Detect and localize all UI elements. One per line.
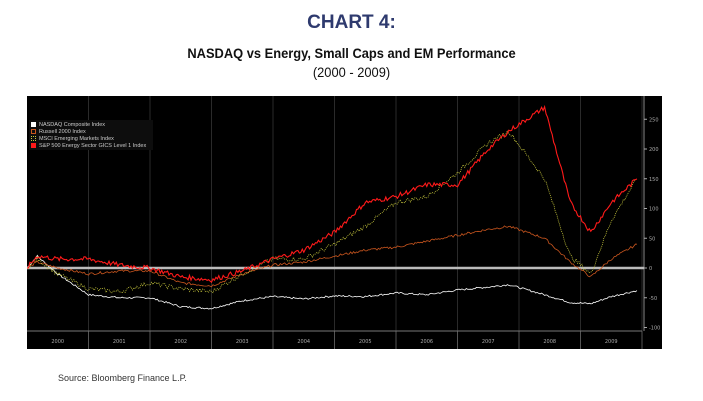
legend-label: MSCI Emerging Markets Index — [39, 135, 114, 142]
legend-item: Russell 2000 Index — [31, 128, 151, 135]
legend-label: NASDAQ Composite Index — [39, 121, 106, 128]
legend: NASDAQ Composite Index Russell 2000 Inde… — [29, 120, 153, 150]
y-tick-label: 50 — [649, 236, 655, 242]
legend-item: S&P 500 Energy Sector GICS Level 1 Index — [31, 142, 151, 149]
series-line-russell-2000-index — [26, 225, 637, 288]
y-tick-label: -100 — [649, 326, 660, 332]
x-tick-label: 2002 — [174, 339, 187, 345]
x-tick-label: 2009 — [605, 339, 618, 345]
legend-swatch — [31, 136, 36, 141]
series-line-nasdaq-composite-index — [26, 254, 638, 310]
x-tick-label: 2008 — [543, 339, 556, 345]
x-tick-label: 2005 — [359, 339, 372, 345]
x-tick-label: 2007 — [482, 339, 495, 345]
legend-item: NASDAQ Composite Index — [31, 121, 151, 128]
series-line-msci-emerging-markets-index — [26, 129, 638, 294]
x-tick-label: 2004 — [297, 339, 310, 345]
y-tick-label: 250 — [649, 117, 659, 123]
legend-label: Russell 2000 Index — [39, 128, 86, 135]
x-tick-label: 2000 — [51, 339, 64, 345]
y-tick-label: 0 — [649, 266, 652, 272]
legend-label: S&P 500 Energy Sector GICS Level 1 Index — [39, 142, 147, 149]
chart-area: 2000 2001 2002 2003 2004 2005 2006 2007 2008 2009… — [26, 96, 662, 349]
chart-title: CHART 4: — [307, 12, 396, 33]
chart-svg: 2000 2001 2002 2003 2004 2005 2006 2007 2008 2009… — [26, 96, 660, 349]
chart-period: (2000 - 2009) — [312, 64, 391, 80]
y-tick-label: 100 — [649, 207, 659, 213]
legend-swatch — [31, 143, 36, 148]
y-tick-label: 150 — [649, 177, 659, 183]
x-tick-label: 2003 — [236, 339, 249, 345]
legend-swatch — [31, 122, 36, 127]
legend-swatch — [31, 129, 36, 134]
y-tick-label: 200 — [649, 147, 659, 153]
chart-subtitle: NASDAQ vs Energy, Small Caps and EM Perf… — [187, 45, 516, 61]
y-tick-label: -50 — [649, 296, 657, 302]
x-tick-label: 2006 — [420, 339, 433, 345]
series-line-s-p-500-energy-sector-gics-level-1-index — [26, 104, 638, 284]
legend-item: MSCI Emerging Markets Index — [31, 135, 151, 142]
source-note: Source: Bloomberg Finance L.P. — [58, 373, 187, 383]
x-tick-label: 2001 — [113, 339, 126, 345]
